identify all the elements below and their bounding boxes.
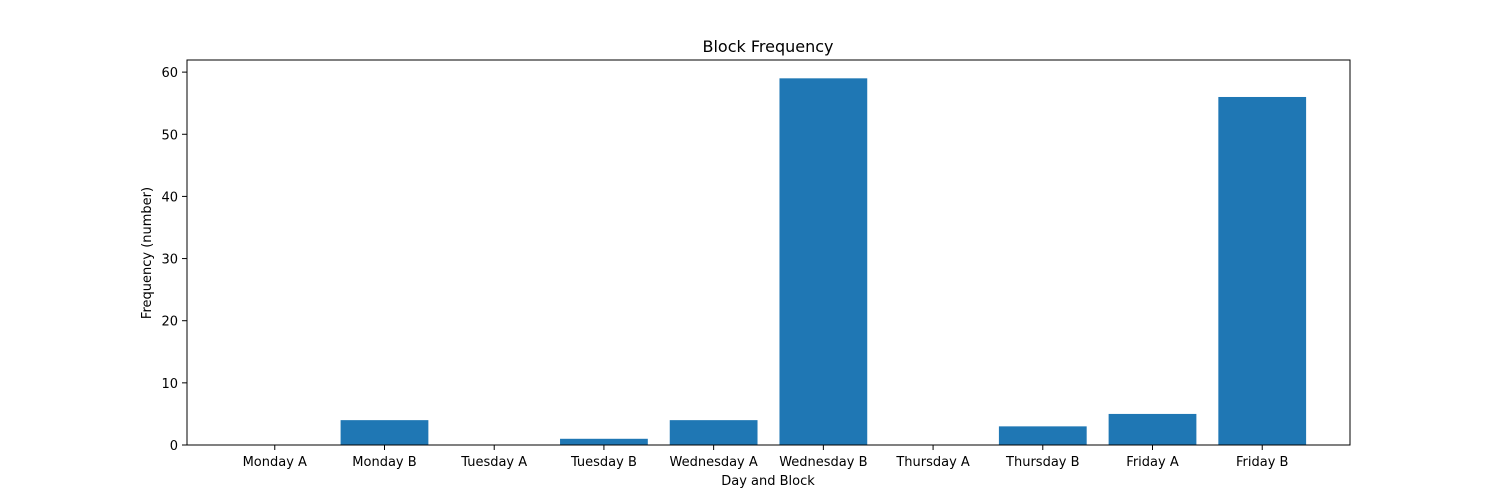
bar-thursday-b <box>998 426 1087 445</box>
y-tick-label: 60 <box>161 66 178 81</box>
y-axis-title: Frequency (number) <box>140 187 155 319</box>
plot-background <box>187 60 1350 445</box>
plot-frame <box>186 59 1351 446</box>
x-tick-label: Tuesday B <box>570 455 637 470</box>
x-tick-label: Wednesday A <box>669 455 757 470</box>
bar-friday-b <box>1218 96 1307 445</box>
x-tick-label: Monday A <box>243 455 307 470</box>
x-tick-label: Friday A <box>1126 455 1179 470</box>
chart-title: Block Frequency <box>702 37 833 56</box>
x-tick-label: Monday B <box>352 455 416 470</box>
bar-friday-a <box>1108 413 1197 445</box>
x-tick-label: Thursday A <box>895 455 970 470</box>
y-axis: 0 10 20 30 40 50 60 <box>161 66 187 454</box>
x-tick-label: Wednesday B <box>779 455 867 470</box>
x-tick-label: Tuesday A <box>460 455 527 470</box>
bar-monday-b <box>340 420 429 445</box>
y-tick-label: 30 <box>161 253 178 268</box>
bars-layer <box>340 78 1307 445</box>
bar-wednesday-a <box>669 420 758 445</box>
x-axis-title: Day and Block <box>721 474 815 489</box>
y-tick-label: 20 <box>161 315 178 330</box>
y-tick-label: 10 <box>161 377 178 392</box>
x-tick-label: Thursday B <box>1005 455 1080 470</box>
x-tick-label: Friday B <box>1236 455 1288 470</box>
y-tick-label: 40 <box>161 190 178 205</box>
bar-tuesday-b <box>560 438 648 445</box>
bar-wednesday-b <box>779 78 868 445</box>
y-tick-label: 50 <box>161 128 178 143</box>
y-tick-label: 0 <box>170 439 178 454</box>
x-axis: Monday A Monday B Tuesday A Tuesday B Wednes… <box>243 445 1288 470</box>
